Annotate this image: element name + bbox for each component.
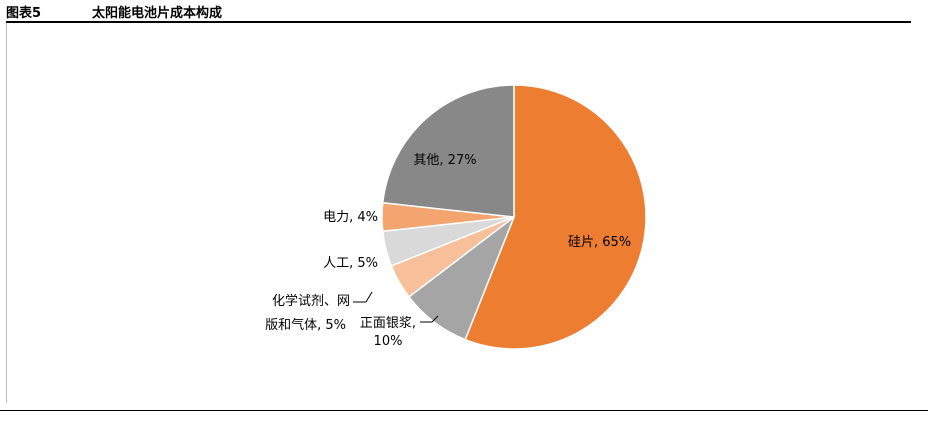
leader-line-1	[420, 315, 439, 323]
figure-header: 图表5 太阳能电池片成本构成	[6, 0, 911, 22]
figure-label: 图表5	[6, 6, 42, 21]
pie-slice-0	[464, 84, 647, 350]
pie-slices	[381, 84, 647, 350]
bottom-rule	[0, 410, 928, 411]
leader-lines	[353, 291, 439, 323]
slice-labels: 硅片, 65% 正面银浆, 10% 化学试剂、网版和气体, 5% 人工, 5% 电力, 4…	[265, 153, 631, 349]
left-rule	[6, 23, 7, 403]
pie-slice-5	[381, 84, 515, 218]
slice-label-3: 人工, 5%	[323, 256, 378, 271]
slice-label-5: 其他, 27%	[413, 153, 476, 168]
slice-label-4: 电力, 4%	[323, 210, 378, 225]
slice-label-2: 化学试剂、网版和气体, 5%	[265, 293, 350, 333]
slice-label-0: 硅片, 65%	[568, 235, 631, 250]
top-rule	[6, 21, 911, 23]
figure-title: 太阳能电池片成本构成	[92, 6, 223, 21]
slice-label-1: 正面银浆, 10%	[360, 316, 416, 349]
leader-line-2	[353, 291, 373, 303]
